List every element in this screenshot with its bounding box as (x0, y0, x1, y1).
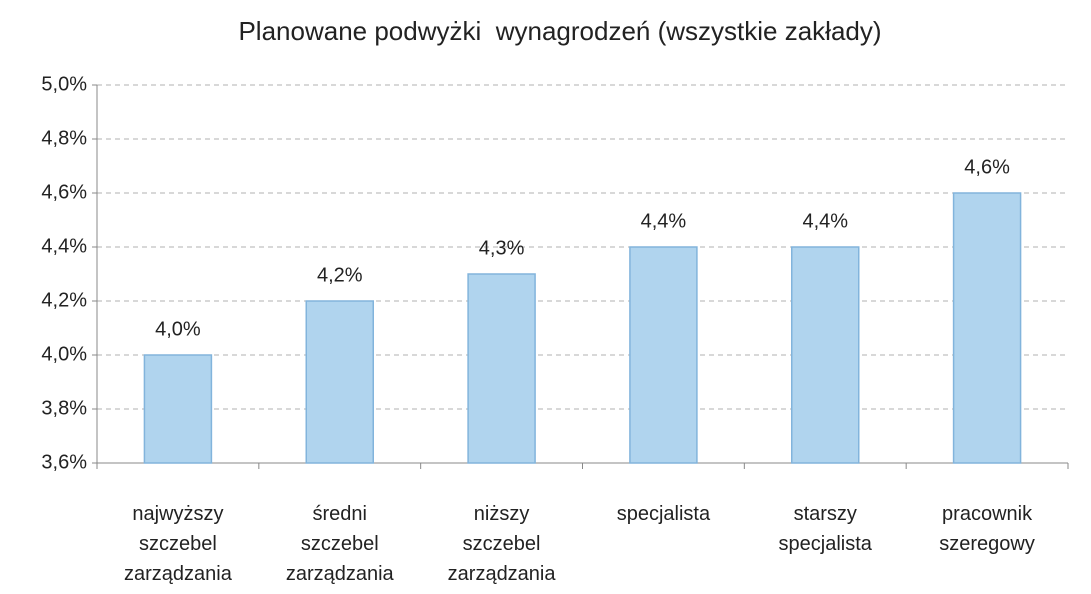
bar (791, 246, 860, 464)
bar (629, 246, 698, 464)
x-tick-label: pracownik szeregowy (939, 503, 1035, 555)
y-tick-label: 3,8% (41, 397, 87, 419)
x-tick-label: starszy specjalista (779, 503, 873, 555)
y-tick-label: 5,0% (41, 73, 87, 95)
bar (305, 300, 374, 464)
data-label: 4,6% (964, 156, 1010, 178)
bar (467, 273, 536, 464)
x-tick-label: najwyższy szczebel zarządzania (124, 503, 233, 585)
x-tick-label: specjalista (617, 503, 711, 525)
x-tick-label: średni szczebel zarządzania (286, 503, 395, 585)
bar (143, 354, 213, 464)
y-tick-label: 4,6% (41, 181, 87, 203)
y-tick-label: 4,2% (41, 289, 87, 311)
data-label: 4,4% (802, 210, 848, 232)
bar (952, 192, 1022, 464)
data-label: 4,2% (317, 264, 363, 286)
data-label: 4,0% (155, 318, 201, 340)
x-tick-label: niższy szczebel zarządzania (448, 503, 557, 585)
y-tick-label: 3,6% (41, 451, 87, 473)
chart-title: Planowane podwyżki wynagrodzeń (wszystki… (238, 16, 881, 46)
y-tick-label: 4,4% (41, 235, 87, 257)
data-label: 4,3% (479, 237, 525, 259)
y-tick-label: 4,0% (41, 343, 87, 365)
y-tick-label: 4,8% (41, 127, 87, 149)
data-label: 4,4% (641, 210, 687, 232)
